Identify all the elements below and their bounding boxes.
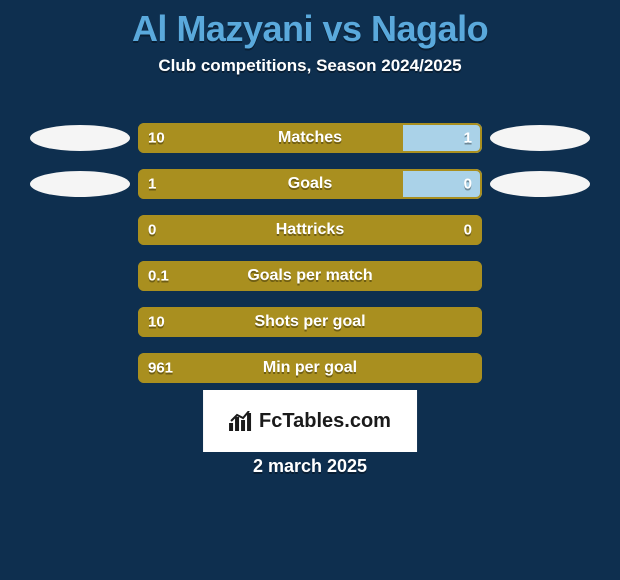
stat-label: Matches [138,129,482,147]
stat-bar: 0.1Goals per match [138,261,482,291]
chart-icon [229,411,253,431]
stat-bar: 00Hattricks [138,215,482,245]
player-left-avatar [30,125,130,151]
page-title: Al Mazyani vs Nagalo [0,0,620,50]
player-left-avatar [30,171,130,197]
stat-label: Hattricks [138,221,482,239]
stat-bar: 10Shots per goal [138,307,482,337]
infographic-root: Al Mazyani vs Nagalo Club competitions, … [0,0,620,580]
stat-row: 10Shots per goal [0,299,620,345]
stat-label: Min per goal [138,359,482,377]
stat-row: 10Goals [0,161,620,207]
stat-row: 0.1Goals per match [0,253,620,299]
stat-label: Shots per goal [138,313,482,331]
source-badge-text: FcTables.com [259,410,391,433]
stat-bar: 961Min per goal [138,353,482,383]
player-right-avatar [490,171,590,197]
date-label: 2 march 2025 [0,456,620,477]
source-badge: FcTables.com [203,390,417,452]
stat-label: Goals [138,175,482,193]
subtitle: Club competitions, Season 2024/2025 [0,56,620,76]
stat-bar: 10Goals [138,169,482,199]
player-right-avatar [490,125,590,151]
stat-label: Goals per match [138,267,482,285]
stat-row: 00Hattricks [0,207,620,253]
stat-row: 101Matches [0,115,620,161]
stat-bar: 101Matches [138,123,482,153]
stat-row: 961Min per goal [0,345,620,391]
comparison-chart: 101Matches 10Goals 00Hattricks 0.1Goals per… [0,115,620,391]
